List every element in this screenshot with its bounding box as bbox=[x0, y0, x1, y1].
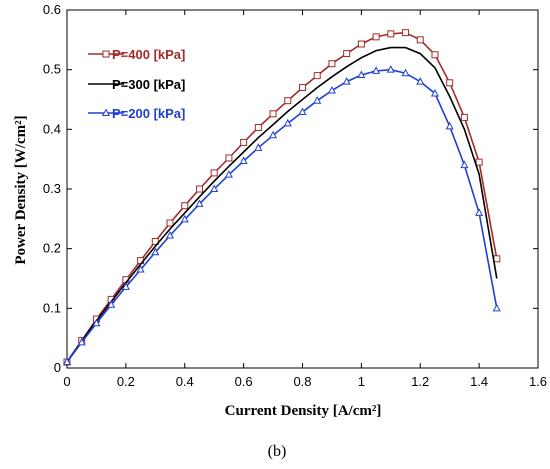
legend-label: P=300 [kPa] bbox=[112, 77, 185, 92]
plot-border bbox=[66, 9, 539, 369]
data-point bbox=[460, 113, 468, 121]
legend-label: P=400 [kPa] bbox=[112, 47, 185, 62]
data-point bbox=[416, 36, 424, 44]
data-point bbox=[401, 68, 410, 77]
plot-frame bbox=[66, 9, 539, 369]
axis-ticks: 0 0.2 0.4 0.6 0.8 1 1.2 1.4 1.6 0 0.1 0.2 0.3 0.4 0.5 0… bbox=[43, 2, 547, 389]
data-point bbox=[136, 264, 145, 273]
data-point bbox=[475, 208, 484, 216]
y-tick-label: 0.3 bbox=[43, 181, 61, 196]
data-point bbox=[77, 337, 86, 346]
y-tick-label: 0 bbox=[54, 360, 61, 375]
x-tick-label: 0.8 bbox=[293, 374, 311, 389]
data-point bbox=[269, 110, 277, 118]
data-point bbox=[372, 66, 381, 74]
data-point bbox=[475, 158, 483, 166]
data-point bbox=[283, 118, 292, 127]
data-point bbox=[343, 50, 351, 58]
data-point bbox=[254, 124, 262, 132]
data-point bbox=[151, 238, 159, 246]
y-tick-label: 0.4 bbox=[43, 121, 61, 136]
data-point bbox=[195, 185, 203, 193]
data-point bbox=[313, 72, 321, 80]
x-axis-title: Current Density [A/cm²] bbox=[225, 403, 382, 419]
data-point bbox=[195, 199, 204, 207]
data-point bbox=[357, 70, 366, 79]
x-tick-label: 0.6 bbox=[235, 374, 253, 389]
data-point bbox=[460, 160, 469, 169]
data-point bbox=[387, 30, 395, 38]
data-point bbox=[416, 77, 425, 85]
y-tick-label: 0.1 bbox=[43, 300, 61, 315]
data-point bbox=[151, 247, 160, 256]
data-series bbox=[62, 29, 501, 366]
y-tick-label: 0.2 bbox=[43, 241, 61, 256]
data-point bbox=[298, 107, 307, 116]
data-point bbox=[284, 97, 292, 105]
legend-label: P=200 [kPa] bbox=[112, 106, 185, 121]
x-tick-label: 1.6 bbox=[529, 374, 547, 389]
y-tick-label: 0.5 bbox=[43, 62, 61, 77]
series-line bbox=[66, 46, 498, 363]
data-point bbox=[446, 79, 454, 87]
data-point bbox=[430, 88, 440, 97]
x-tick-label: 1.2 bbox=[411, 374, 429, 389]
series-1 bbox=[63, 29, 501, 366]
data-point bbox=[299, 84, 306, 92]
data-point bbox=[327, 85, 336, 94]
data-point bbox=[269, 130, 278, 139]
legend-marker bbox=[102, 50, 110, 58]
data-point bbox=[328, 60, 336, 68]
data-point bbox=[239, 156, 248, 164]
data-point bbox=[445, 121, 454, 130]
data-point bbox=[386, 65, 395, 73]
data-point bbox=[492, 303, 501, 312]
data-point bbox=[210, 169, 218, 177]
y-axis-title: Power Density [W/cm²] bbox=[13, 115, 29, 264]
figure-caption: (b) bbox=[268, 443, 287, 460]
data-point bbox=[121, 282, 130, 290]
data-point bbox=[431, 51, 439, 59]
data-point bbox=[342, 77, 351, 85]
series-3 bbox=[62, 65, 501, 366]
x-tick-label: 1.4 bbox=[470, 374, 488, 389]
x-tick-label: 0.4 bbox=[176, 374, 194, 389]
data-point bbox=[107, 300, 116, 308]
data-point bbox=[210, 184, 219, 192]
legend: P=400 [kPa] P=300 [kPa] P=200 [kPa] bbox=[88, 47, 185, 121]
data-point bbox=[62, 357, 72, 366]
x-tick-label: 0 bbox=[63, 374, 70, 389]
data-point bbox=[254, 143, 263, 151]
data-point bbox=[313, 96, 322, 104]
data-point bbox=[224, 170, 233, 178]
data-point bbox=[493, 255, 501, 263]
y-tick-label: 0.6 bbox=[43, 2, 61, 17]
x-tick-label: 0.2 bbox=[117, 374, 135, 389]
data-point bbox=[357, 40, 365, 48]
data-point bbox=[240, 138, 248, 146]
data-point bbox=[166, 219, 174, 227]
data-point bbox=[92, 318, 101, 327]
data-point bbox=[402, 29, 410, 37]
data-point bbox=[181, 202, 189, 210]
data-point bbox=[180, 214, 189, 223]
data-point bbox=[225, 154, 233, 162]
series-2 bbox=[66, 46, 498, 363]
legend-marker bbox=[101, 108, 111, 116]
x-tick-label: 1 bbox=[358, 374, 365, 389]
data-point bbox=[165, 230, 175, 239]
data-point bbox=[372, 33, 380, 41]
